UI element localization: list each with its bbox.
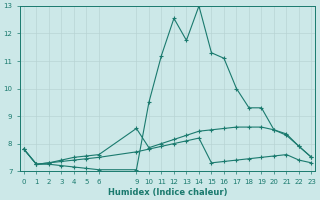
- X-axis label: Humidex (Indice chaleur): Humidex (Indice chaleur): [108, 188, 228, 197]
